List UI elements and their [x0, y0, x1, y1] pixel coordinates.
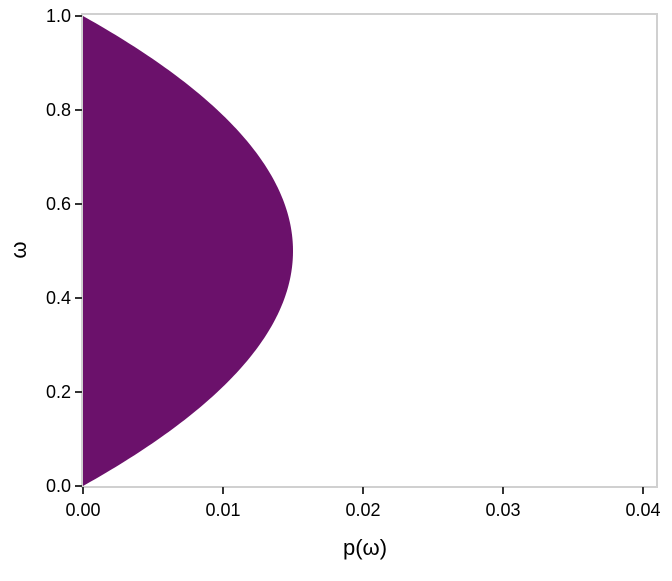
y-tick-label: 0.4 [46, 288, 71, 308]
y-tick-label: 0.8 [46, 100, 71, 120]
y-axis-label: ω [6, 241, 31, 258]
x-tick-label: 0.01 [205, 500, 240, 520]
x-tick-label: 0.03 [485, 500, 520, 520]
y-tick-label: 0.2 [46, 382, 71, 402]
panel-border [81, 13, 658, 488]
x-tick-label: 0.04 [625, 500, 660, 520]
x-tick-label: 0.02 [345, 500, 380, 520]
y-tick-label: 0.0 [46, 476, 71, 496]
density-area [83, 16, 293, 486]
y-tick-label: 1.0 [46, 6, 71, 26]
y-tick-label: 0.6 [46, 194, 71, 214]
x-tick-label: 0.00 [65, 500, 100, 520]
x-axis-label: p(ω) [343, 535, 387, 560]
